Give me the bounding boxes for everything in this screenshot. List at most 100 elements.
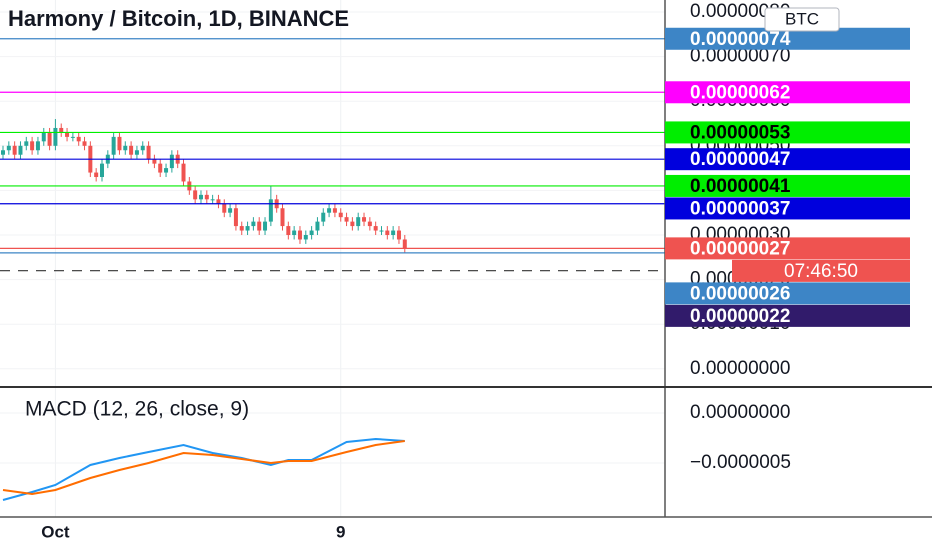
candle-body bbox=[239, 226, 244, 231]
candle-body bbox=[367, 221, 372, 227]
grid-layer bbox=[0, 0, 665, 517]
candle-body bbox=[233, 208, 238, 227]
candle-body bbox=[263, 221, 268, 231]
labels-layer: 0.00000074 0.00000062 0.00000053 0.00000047… bbox=[665, 27, 910, 327]
candle-body bbox=[216, 199, 221, 204]
candle-body bbox=[391, 230, 396, 235]
macd-title: MACD (12, 26, close, 9) bbox=[25, 398, 249, 421]
candle-body bbox=[286, 226, 291, 235]
candle-body bbox=[245, 226, 250, 231]
candle-body bbox=[35, 141, 40, 151]
candle-body bbox=[362, 217, 367, 222]
candle-body bbox=[181, 163, 186, 182]
macd-line bbox=[2, 440, 405, 496]
candle-body bbox=[59, 127, 64, 133]
candle-body bbox=[12, 145, 17, 155]
candle-body bbox=[24, 141, 29, 146]
level-label: 0.00000074 bbox=[690, 29, 791, 50]
candle-body bbox=[338, 212, 343, 218]
level-label-bg bbox=[665, 81, 910, 104]
y-tick-label: −0.0000005 bbox=[690, 452, 791, 473]
candle-body bbox=[268, 199, 273, 222]
candle-body bbox=[129, 145, 134, 155]
candle-body bbox=[198, 194, 203, 200]
candle-body bbox=[53, 127, 58, 146]
candle-body bbox=[332, 208, 337, 213]
candle-body bbox=[158, 163, 163, 173]
marks-layer bbox=[0, 38, 665, 501]
level-label: 0.00000037 bbox=[690, 198, 790, 219]
currency-button[interactable] bbox=[764, 7, 840, 32]
y-tick-label: 0.00000000 bbox=[690, 358, 790, 379]
candle-body bbox=[94, 172, 99, 178]
level-label-bg bbox=[665, 282, 910, 305]
x-tick-label: Oct bbox=[41, 522, 70, 541]
chart-title: Harmony / Bitcoin, 1D, BINANCE bbox=[8, 6, 349, 31]
candle-body bbox=[123, 145, 128, 151]
candle-body bbox=[140, 145, 145, 151]
candle-body bbox=[6, 145, 11, 151]
candle-body bbox=[204, 194, 209, 200]
candle-body bbox=[99, 163, 104, 178]
candle-body bbox=[82, 141, 87, 146]
y-tick-label: 0.00000070 bbox=[690, 46, 790, 67]
candle-body bbox=[210, 199, 215, 201]
candle-body bbox=[321, 212, 326, 222]
level-label: 0.00000022 bbox=[690, 306, 790, 327]
level-label: 0.00000027 bbox=[690, 238, 790, 259]
level-label-bg bbox=[665, 304, 910, 327]
candle-body bbox=[41, 132, 46, 142]
level-label-bg bbox=[665, 148, 910, 171]
candle-body bbox=[344, 217, 349, 222]
candle-body bbox=[297, 230, 302, 240]
candle-body bbox=[309, 230, 314, 235]
candle-body bbox=[169, 154, 174, 169]
y-tick-label: 0.00000000 bbox=[690, 402, 790, 423]
candle-body bbox=[164, 168, 169, 173]
level-label-bg bbox=[665, 174, 910, 197]
candle-body bbox=[379, 230, 384, 232]
candle-body bbox=[303, 235, 308, 240]
countdown-bg bbox=[732, 259, 910, 282]
level-label-bg bbox=[665, 27, 910, 50]
candle-body bbox=[356, 217, 361, 227]
candle-body bbox=[350, 221, 355, 227]
level-label: 0.00000047 bbox=[690, 149, 790, 170]
candle-body bbox=[373, 226, 378, 231]
candle-body bbox=[257, 221, 262, 231]
level-label: 0.00000053 bbox=[690, 122, 790, 143]
candle-body bbox=[117, 136, 122, 151]
candle-body bbox=[47, 132, 52, 146]
candle-body bbox=[327, 208, 332, 213]
level-label-bg bbox=[665, 197, 910, 220]
candle-body bbox=[222, 203, 227, 213]
currency-label[interactable]: BTC bbox=[785, 9, 819, 28]
candle-body bbox=[146, 145, 151, 160]
countdown-label: 07:46:50 bbox=[784, 261, 858, 282]
candle-body bbox=[385, 230, 390, 235]
candle-body bbox=[396, 230, 401, 240]
candle-body bbox=[76, 136, 81, 142]
candle-body bbox=[134, 150, 139, 155]
level-label: 0.00000062 bbox=[690, 82, 790, 103]
candle-body bbox=[111, 136, 116, 155]
level-label-bg bbox=[665, 237, 910, 260]
candle-body bbox=[280, 208, 285, 227]
level-label: 0.00000041 bbox=[690, 176, 791, 197]
candle-body bbox=[292, 230, 297, 235]
candle-body bbox=[30, 141, 35, 151]
candle-body bbox=[18, 145, 23, 155]
candle-body bbox=[251, 221, 256, 227]
macd-line bbox=[2, 437, 405, 501]
candle-body bbox=[193, 190, 198, 200]
candle-body bbox=[70, 136, 75, 138]
candle-body bbox=[228, 208, 233, 213]
level-label-bg bbox=[665, 121, 910, 144]
level-label: 0.00000026 bbox=[690, 283, 790, 304]
candle-body bbox=[152, 159, 157, 164]
x-tick-label: 9 bbox=[336, 522, 345, 541]
candle-body bbox=[1, 150, 5, 155]
candle-body bbox=[402, 239, 407, 249]
candle-body bbox=[65, 132, 70, 137]
